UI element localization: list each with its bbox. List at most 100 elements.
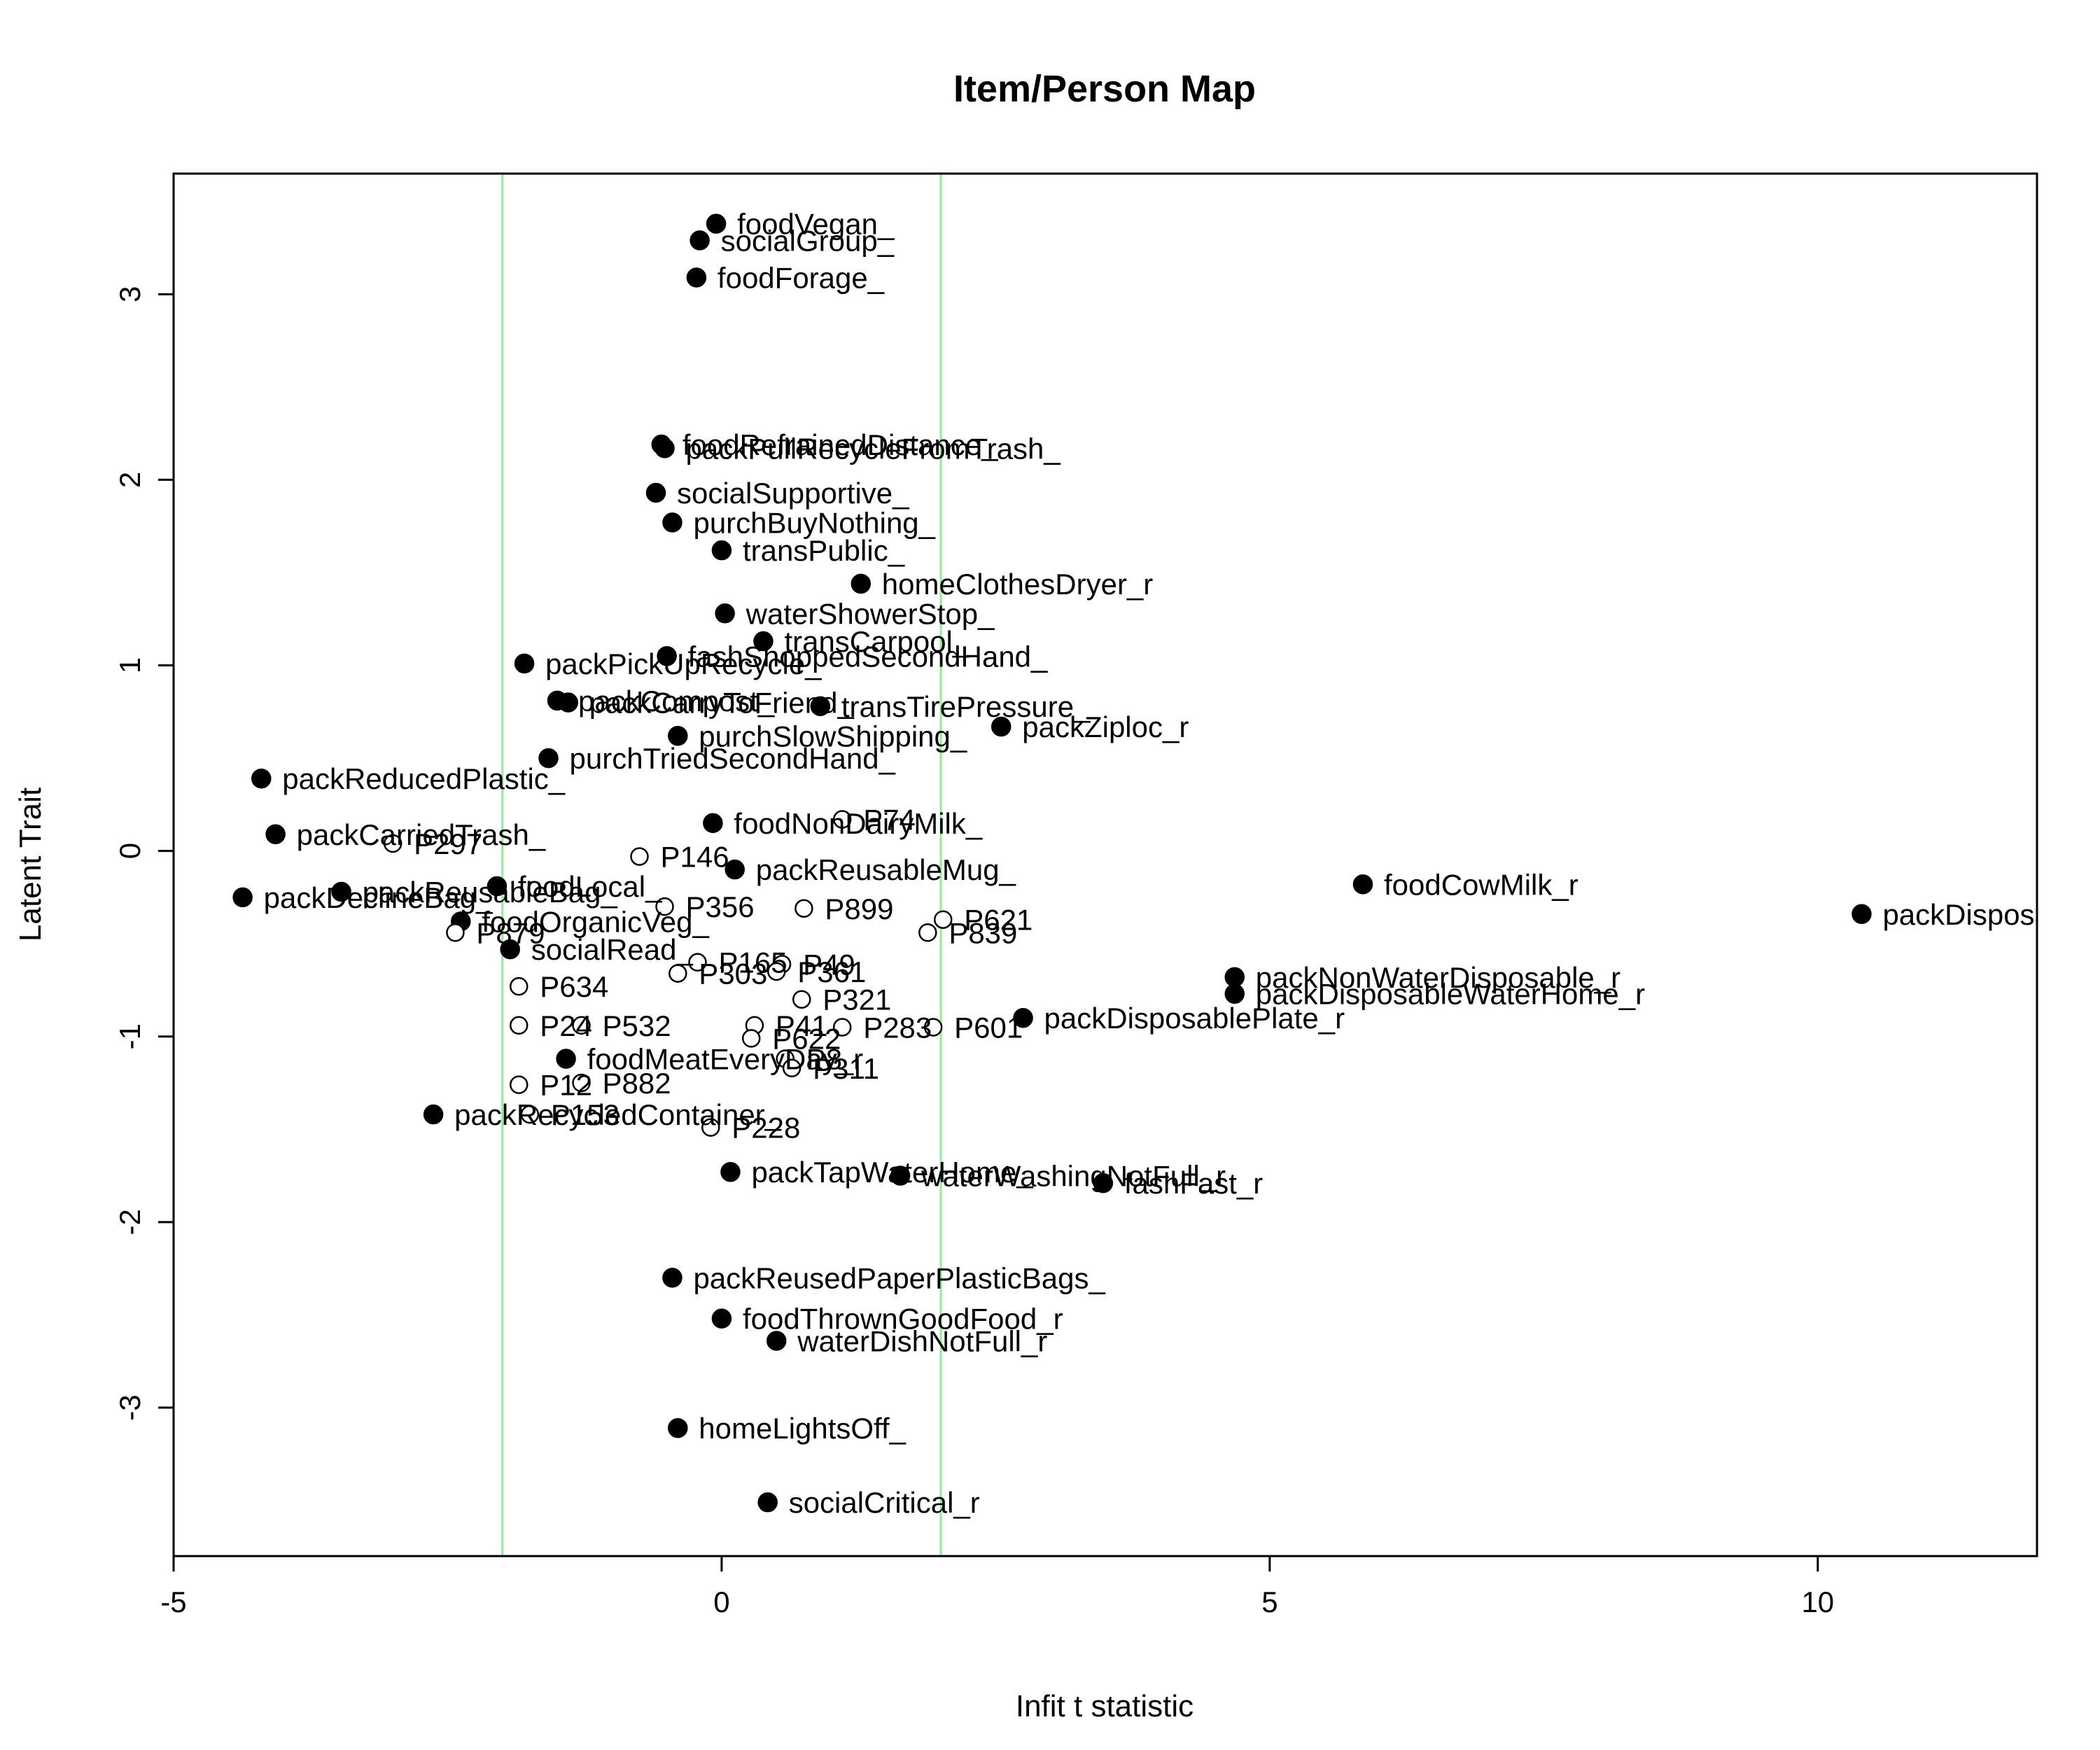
- x-tick-label: 10: [1801, 1586, 1834, 1618]
- person-label-P601: P601: [954, 1011, 1023, 1044]
- item-label-foodVegan_: foodVegan_: [737, 208, 895, 241]
- item-point-packReusableBag_: [331, 881, 351, 902]
- item-label-socialCritical_r: socialCritical_r: [789, 1486, 980, 1519]
- item-point-packDeclineBag_: [232, 887, 253, 908]
- item-point-packNonWaterDisposable_r: [1224, 967, 1245, 988]
- item-label-foodOrganicVeg_: foodOrganicVeg_: [482, 905, 709, 938]
- person-label-P879: P879: [476, 916, 545, 949]
- item-point-foodMeatEveryDay_r: [556, 1049, 576, 1069]
- item-point-packPickUpRecycle_: [514, 653, 535, 674]
- item-point-packRecycledContainer_: [423, 1104, 444, 1125]
- item-label-packCarryToFriend_: packCarryToFriend_: [589, 687, 855, 720]
- person-point-P634: [510, 976, 528, 996]
- item-label-socialSupportive_: socialSupportive_: [677, 477, 909, 510]
- item-point-foodNonDairyMilk_: [703, 813, 723, 834]
- person-point-P361: [766, 962, 786, 981]
- item-point-packDisposableWaterHome_r: [1224, 983, 1245, 1004]
- person-label-P899: P899: [825, 892, 893, 925]
- plot-frame: [172, 172, 2038, 1558]
- y-tick-label: 3: [113, 286, 146, 302]
- item-label-socialRead_: socialRead_: [531, 933, 694, 966]
- x-tick-label: 0: [713, 1586, 729, 1618]
- item-label-foodNonDairyMilk_: foodNonDairyMilk_: [734, 807, 982, 840]
- person-point-P532: [572, 1016, 591, 1035]
- item-point-homeLightsOff_: [668, 1418, 688, 1438]
- item-point-socialGroup_: [690, 230, 710, 251]
- item-point-packDisposableCup_r: [1851, 904, 1872, 925]
- person-label-P311: P311: [813, 1052, 879, 1085]
- y-tick-label: -1: [113, 1023, 146, 1049]
- item-point-fashShoppedSecondHand_: [657, 646, 677, 666]
- item-point-waterWashingNotFull_r: [890, 1166, 911, 1186]
- person-label-P622: P622: [772, 1022, 841, 1055]
- item-label-packPullRecycleFromTrash_: packPullRecycleFromTrash_: [686, 432, 1061, 465]
- item-label-packRecycledContainer_: packRecycledContainer_: [454, 1098, 782, 1131]
- person-label-P634: P634: [540, 970, 608, 1003]
- person-label-P24: P24: [540, 1009, 592, 1042]
- x-tick-label: 5: [1261, 1586, 1278, 1618]
- item-label-foodForage_: foodForage_: [718, 261, 885, 294]
- person-label-P41: P41: [776, 1009, 828, 1042]
- person-label-P839: P839: [948, 916, 1017, 949]
- item-label-transCarpool_: transCarpool_: [784, 625, 969, 658]
- item-label-packZiploc_r: packZiploc_r: [1022, 710, 1189, 743]
- person-point-P839: [918, 923, 937, 942]
- item-label-purchTriedSecondHand_: purchTriedSecondHand_: [570, 742, 896, 775]
- item-label-foodCowMilk_r: foodCowMilk_r: [1384, 868, 1578, 901]
- person-point-P24: [510, 1016, 528, 1035]
- person-point-P146: [630, 847, 649, 866]
- person-point-P321: [792, 990, 811, 1009]
- item-point-purchSlowShipping_: [668, 726, 688, 746]
- item-label-packDeclineBag_: packDeclineBag_: [264, 881, 493, 914]
- item-label-packReusableMug_: packReusableMug_: [756, 853, 1016, 886]
- item-point-transCarpool_: [753, 631, 774, 652]
- item-label-packReusedPaperPlasticBags_: packReusedPaperPlasticBags_: [693, 1261, 1105, 1294]
- person-point-P74: [832, 810, 852, 829]
- person-label-P165: P165: [718, 946, 787, 979]
- item-point-packCarryToFriend_: [558, 692, 578, 713]
- person-label-P8: P8: [806, 1043, 842, 1076]
- item-point-packZiploc_r: [990, 716, 1011, 737]
- item-label-packTapWaterHome_: packTapWaterHome_: [751, 1156, 1033, 1189]
- person-point-P601: [923, 1018, 943, 1037]
- item-label-packReusableBag_: packReusableBag_: [363, 876, 618, 909]
- x-axis-title: Infit t statistic: [1016, 1689, 1194, 1723]
- person-label-P153: P153: [551, 1098, 620, 1131]
- person-label-P49: P49: [803, 948, 855, 981]
- point-labels: foodVegan_socialGroup_ foodForage_ foodRef…: [264, 208, 2037, 1520]
- person-point-P153: [520, 1105, 540, 1124]
- item-point-purchBuyNothing_: [662, 512, 682, 533]
- y-tick-label: 2: [113, 472, 146, 488]
- item-label-packDisposableWaterHome_r: packDisposableWaterHome_r: [1256, 978, 1645, 1011]
- person-point-P303: [668, 964, 687, 983]
- y-tick-label: 1: [113, 657, 146, 673]
- item-label-transPublic_: transPublic_: [743, 534, 905, 567]
- item-point-foodLocal_: [486, 876, 507, 897]
- item-label-transTirePressure_: transTirePressure_: [841, 690, 1091, 723]
- item-label-packNonWaterDisposable_r: packNonWaterDisposable_r: [1256, 961, 1620, 994]
- item-point-foodThrownGoodFood_r: [711, 1308, 732, 1329]
- x-tick-label: -5: [160, 1586, 186, 1618]
- y-tick-label: 0: [113, 843, 146, 859]
- item-point-packCarriedTrash_: [265, 824, 286, 845]
- item-label-packCompost_: packCompost_: [578, 685, 775, 718]
- person-label-P228: P228: [732, 1112, 800, 1144]
- item-point-foodVegan_: [706, 214, 727, 234]
- person-point-P882: [572, 1073, 591, 1093]
- person-label-P12: P12: [540, 1069, 592, 1102]
- item-point-socialCritical_r: [757, 1492, 778, 1513]
- item-point-waterShowerStop_: [715, 603, 735, 624]
- item-label-waterShowerStop_: waterShowerStop_: [746, 597, 995, 630]
- person-label-P297: P297: [414, 827, 482, 860]
- item-label-waterWashingNotFull_r: waterWashingNotFull_r: [920, 1160, 1226, 1193]
- item-point-packDisposablePlate_r: [1013, 1007, 1033, 1028]
- item-label-foodRefrainedDistance_: foodRefrainedDistance_: [682, 428, 998, 461]
- person-label-P882: P882: [603, 1067, 671, 1100]
- item-point-packPullRecycleFromTrash_: [654, 438, 675, 458]
- item-label-waterDishNotFull_r: waterDishNotFull_r: [797, 1324, 1047, 1357]
- person-point-P356: [655, 897, 674, 916]
- person-point-P12: [510, 1075, 528, 1094]
- item-point-foodForage_: [686, 267, 707, 288]
